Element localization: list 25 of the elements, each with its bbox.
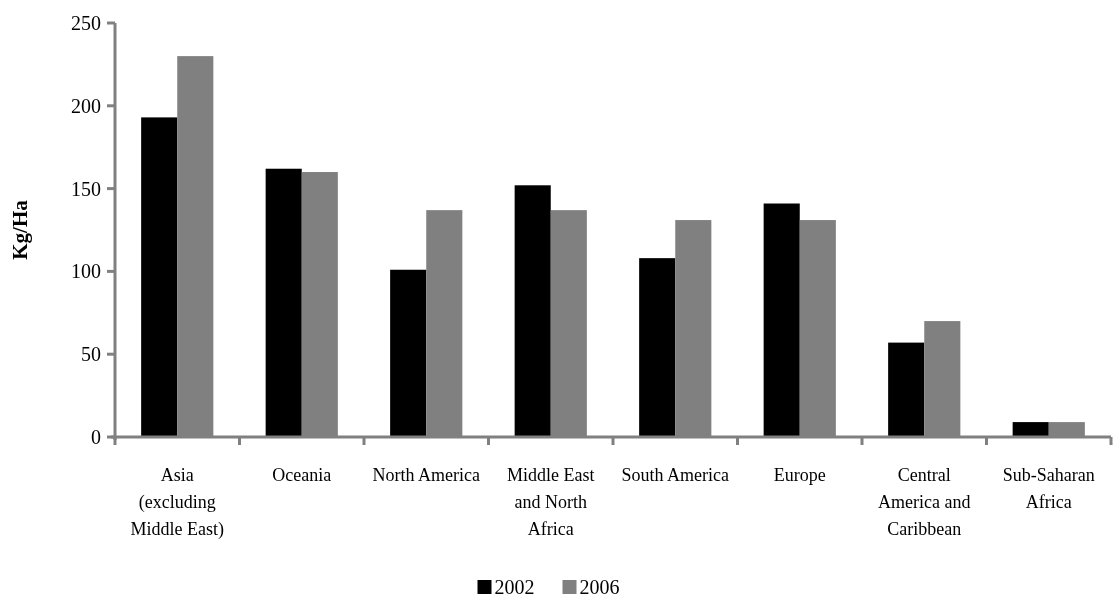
y-tick-label: 150 bbox=[71, 177, 101, 200]
bar bbox=[1012, 422, 1049, 437]
x-tick-label: Middle East and North Africa bbox=[507, 465, 595, 539]
bar bbox=[514, 185, 551, 437]
legend-label: 2006 bbox=[579, 576, 620, 598]
y-tick-label: 100 bbox=[71, 260, 101, 283]
x-tick-label: Oceania bbox=[272, 465, 332, 485]
bar bbox=[390, 269, 427, 437]
y-tick-label: 200 bbox=[71, 94, 101, 117]
x-tick-label: Central America and Caribbean bbox=[878, 465, 971, 539]
bar bbox=[141, 117, 178, 437]
bar bbox=[888, 342, 925, 437]
y-axis-title: Kg/Ha bbox=[8, 199, 32, 260]
legend-label: 2002 bbox=[494, 576, 535, 598]
x-tick-label: North America bbox=[372, 465, 480, 485]
bar bbox=[763, 203, 800, 437]
bar bbox=[265, 168, 302, 437]
y-tick-label: 250 bbox=[71, 12, 101, 34]
y-tick-label: 50 bbox=[81, 343, 101, 366]
x-tick-label: Europe bbox=[773, 465, 826, 485]
y-tick-label: 0 bbox=[91, 426, 101, 448]
x-tick-label: Asia (excluding Middle East) bbox=[130, 465, 224, 540]
x-tick-label: South America bbox=[621, 465, 729, 485]
bar bbox=[639, 258, 676, 437]
x-tick-label: Sub-Saharan Africa bbox=[1002, 465, 1095, 512]
